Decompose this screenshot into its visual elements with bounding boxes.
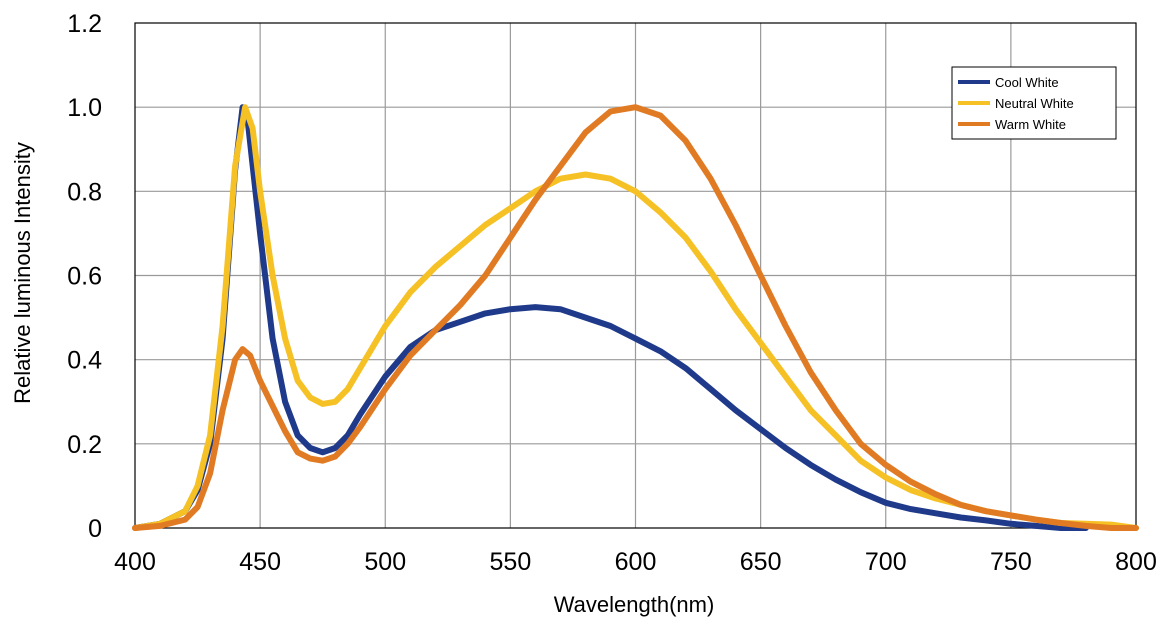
series-lines xyxy=(132,104,1139,531)
x-tick-label: 550 xyxy=(490,548,532,576)
x-tick-labels: 400 450 500 550 600 650 700 750 800 xyxy=(114,548,1157,576)
x-tick-label: 600 xyxy=(615,548,657,576)
y-tick-label: 1.2 xyxy=(67,10,102,38)
x-tick-label: 500 xyxy=(364,548,406,576)
plot-frame xyxy=(134,22,1137,529)
y-tick-label: 1.0 xyxy=(67,94,102,122)
y-axis-title: Relative luminous Intensity xyxy=(10,142,35,404)
x-axis-title: Wavelength(nm) xyxy=(554,592,715,617)
x-tick-label: 800 xyxy=(1115,548,1157,576)
x-tick-label: 750 xyxy=(990,548,1032,576)
legend-label: Neutral White xyxy=(995,96,1074,111)
y-tick-label: 0.4 xyxy=(67,347,102,375)
y-tick-label: 0 xyxy=(88,515,102,543)
x-tick-label: 650 xyxy=(740,548,782,576)
legend-label: Cool White xyxy=(995,75,1059,90)
y-tick-label: 0.6 xyxy=(67,263,102,291)
legend-label: Warm White xyxy=(995,117,1066,132)
y-tick-label: 0.8 xyxy=(67,178,102,206)
x-tick-label: 450 xyxy=(239,548,281,576)
series-line-neutral-white xyxy=(132,104,1139,531)
y-tick-labels: 0 0.2 0.4 0.6 0.8 1.0 1.2 xyxy=(67,10,102,543)
y-tick-label: 0.2 xyxy=(67,431,102,459)
series-line-cool-white xyxy=(132,104,1089,531)
x-tick-label: 400 xyxy=(114,548,156,576)
series-line-warm-white xyxy=(132,104,1139,531)
legend: Cool White Neutral White Warm White xyxy=(951,66,1117,140)
x-tick-label: 700 xyxy=(865,548,907,576)
